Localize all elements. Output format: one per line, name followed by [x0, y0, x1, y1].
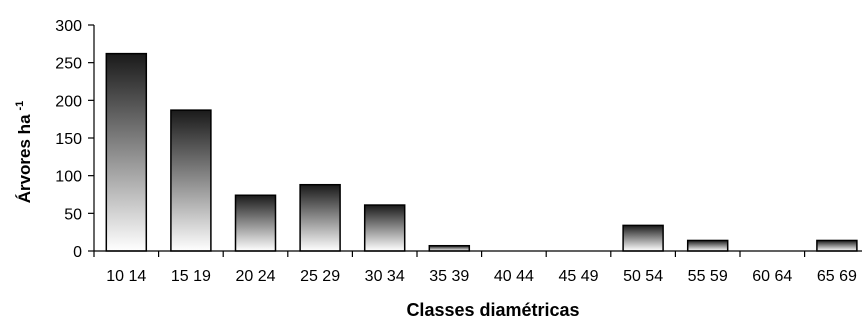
x-tick-label: 55 59: [688, 268, 728, 285]
x-tick-label: 40 44: [494, 268, 534, 285]
bar-30-34: [363, 204, 406, 252]
y-axis-label-text: Árvores ha: [15, 114, 34, 203]
x-tick-label: 10 14: [106, 268, 146, 285]
bar-55-59: [686, 239, 729, 252]
x-tick-label: 60 64: [752, 268, 792, 285]
bar-25-29: [299, 183, 341, 252]
y-tick-label: 150: [55, 131, 82, 148]
bar-50-54: [622, 224, 664, 252]
y-tick-label: 0: [73, 244, 82, 261]
bar-20-24: [234, 194, 277, 252]
bar-65-69: [816, 239, 858, 252]
y-tick-label: 250: [55, 56, 82, 73]
x-tick-labels: 10 14 15 19 20 24 25 29 30 34 35 39 40 44 45 49…: [106, 268, 857, 285]
x-tick-label: 15 19: [171, 268, 211, 285]
y-tick-label: 100: [55, 169, 82, 186]
bar-15-19: [170, 109, 212, 252]
y-axis-label-superscript: -1: [14, 101, 26, 111]
bar-35-39: [428, 244, 471, 252]
x-tick-label: 30 34: [365, 268, 405, 285]
axes: [88, 24, 862, 257]
y-tick-label: 300: [55, 18, 82, 35]
x-tick-label: 20 24: [235, 268, 275, 285]
y-axis-label: Árvores ha -1: [14, 101, 34, 204]
x-tick-label: 35 39: [429, 268, 469, 285]
x-tick-label: 65 69: [817, 268, 857, 285]
x-tick-label: 25 29: [300, 268, 340, 285]
x-tick-label: 45 49: [558, 268, 598, 285]
x-tick-label: 50 54: [623, 268, 663, 285]
x-axis-label: Classes diamétricas: [406, 300, 579, 320]
bar-10-14: [105, 52, 148, 252]
bars-layer: [105, 52, 858, 252]
y-tick-label: 50: [64, 206, 82, 223]
y-tick-labels: 0 50 100 150 200 250 300: [55, 18, 82, 261]
y-tick-label: 200: [55, 93, 82, 110]
